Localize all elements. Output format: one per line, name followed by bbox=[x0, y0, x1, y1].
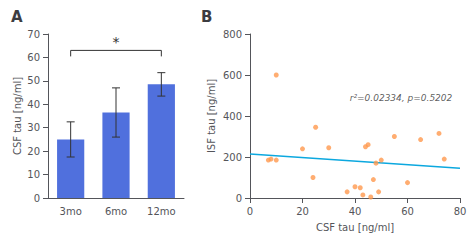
svg-text:3mo: 3mo bbox=[60, 206, 82, 217]
svg-text:A: A bbox=[11, 8, 23, 26]
svg-text:60: 60 bbox=[27, 52, 40, 63]
svg-text:40: 40 bbox=[27, 99, 40, 110]
svg-text:40: 40 bbox=[349, 206, 362, 217]
svg-text:400: 400 bbox=[223, 111, 242, 122]
svg-text:800: 800 bbox=[223, 29, 242, 40]
svg-text:50: 50 bbox=[27, 75, 40, 86]
svg-text:200: 200 bbox=[223, 152, 242, 163]
svg-text:12mo: 12mo bbox=[147, 206, 176, 217]
svg-text:600: 600 bbox=[223, 70, 242, 81]
svg-text:0: 0 bbox=[34, 193, 40, 204]
svg-text:70: 70 bbox=[27, 29, 40, 40]
svg-text:20: 20 bbox=[27, 146, 40, 157]
svg-text:CSF tau [ng/ml]: CSF tau [ng/ml] bbox=[316, 222, 394, 233]
svg-text:80: 80 bbox=[454, 206, 467, 217]
svg-text:0: 0 bbox=[247, 206, 253, 217]
svg-text:r²=0.02334, p=0.5202: r²=0.02334, p=0.5202 bbox=[350, 93, 453, 103]
svg-text:CSF tau [ng/ml]: CSF tau [ng/ml] bbox=[12, 77, 23, 155]
svg-text:20: 20 bbox=[296, 206, 309, 217]
svg-text:0: 0 bbox=[236, 193, 242, 204]
svg-text:*: * bbox=[113, 34, 120, 50]
svg-text:ISF tau [ng/ml]: ISF tau [ng/ml] bbox=[206, 79, 217, 153]
svg-text:6mo: 6mo bbox=[105, 206, 127, 217]
svg-text:B: B bbox=[201, 8, 212, 26]
svg-text:30: 30 bbox=[27, 122, 40, 133]
svg-text:10: 10 bbox=[27, 169, 40, 180]
svg-text:60: 60 bbox=[401, 206, 414, 217]
